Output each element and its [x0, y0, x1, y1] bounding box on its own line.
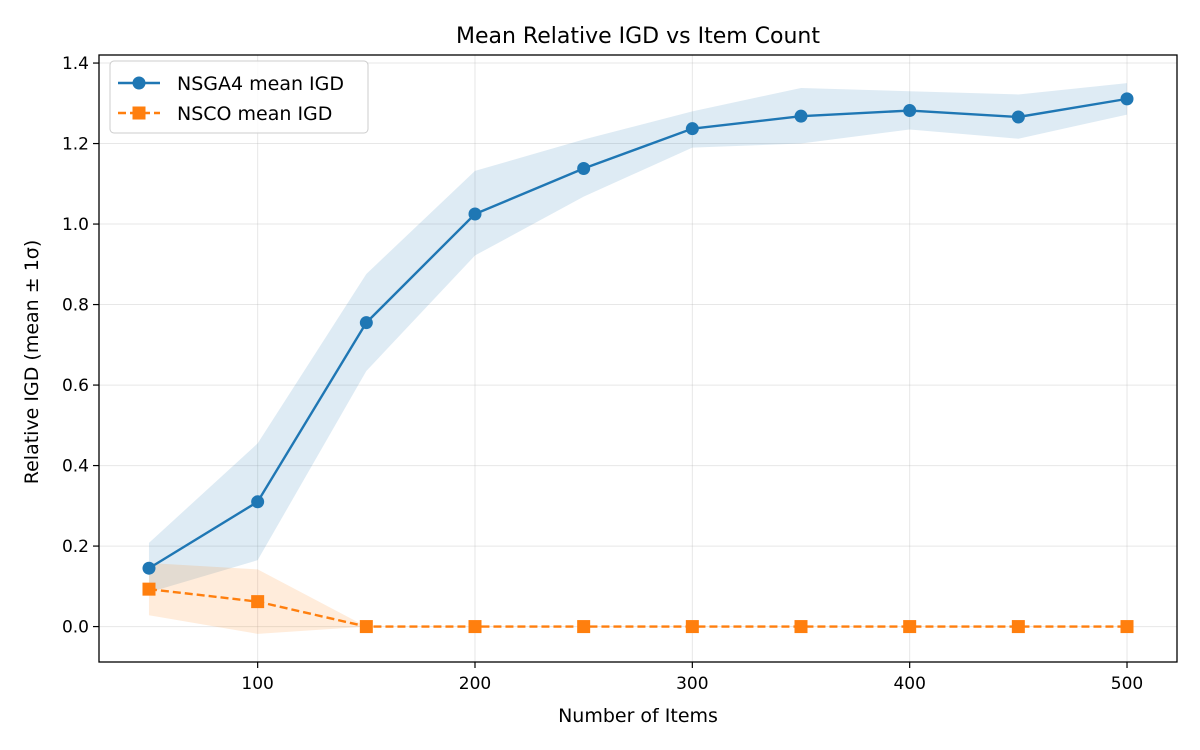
- legend-label-2: NSCO mean IGD: [177, 103, 332, 125]
- line-series-2: [148, 587, 1128, 628]
- x-tick-label: 400: [893, 674, 925, 694]
- point-series-1: [1011, 110, 1025, 124]
- point-series-1: [142, 561, 156, 575]
- y-tick-label: 0.2: [62, 537, 89, 557]
- y-axis-label: Relative IGD (mean ± 1σ): [21, 240, 43, 485]
- point-series-2: [685, 620, 699, 634]
- point-series-1: [468, 207, 482, 221]
- line-series-1: [148, 97, 1128, 570]
- point-series-1: [251, 495, 265, 509]
- point-series-1: [359, 316, 373, 330]
- y-tick-label: 1.2: [62, 135, 89, 155]
- x-axis-label: Number of Items: [558, 705, 718, 727]
- y-tick-label: 1.4: [62, 54, 89, 74]
- legend-marker-2: [132, 106, 146, 120]
- legend-marker-1: [132, 76, 146, 90]
- series-lines: [142, 92, 1134, 634]
- y-tick-label: 0.0: [62, 618, 89, 638]
- uncertainty-bands: [148, 83, 1128, 634]
- point-series-2: [1011, 620, 1025, 634]
- x-tick-label: 200: [459, 674, 491, 694]
- y-tick-label: 0.8: [62, 296, 89, 316]
- y-tick-label: 1.0: [62, 215, 89, 235]
- y-tick-label: 0.4: [62, 457, 89, 477]
- x-tick-label: 100: [241, 674, 273, 694]
- point-series-2: [468, 620, 482, 634]
- point-series-1: [685, 122, 699, 136]
- legend: NSGA4 mean IGD NSCO mean IGD: [109, 60, 369, 134]
- point-series-1: [1120, 92, 1134, 106]
- plot-frame: [98, 54, 1178, 663]
- band-series-1: [148, 83, 1128, 593]
- y-tick-label: 0.6: [62, 376, 89, 396]
- axis-ticks: 100 200 300 400 500 0.0 0.2 0.4 0.6 0.8 1.0 1.2 1.4: [62, 54, 1143, 694]
- point-series-2: [903, 620, 917, 634]
- point-series-2: [142, 582, 156, 596]
- point-series-2: [251, 595, 265, 609]
- legend-box: [109, 60, 369, 134]
- point-series-1: [903, 104, 917, 118]
- point-series-2: [359, 620, 373, 634]
- x-tick-label: 500: [1111, 674, 1143, 694]
- point-series-1: [794, 109, 808, 123]
- point-series-2: [1120, 620, 1134, 634]
- x-tick-label: 300: [676, 674, 708, 694]
- point-series-2: [577, 620, 591, 634]
- band-series-2: [148, 562, 1128, 634]
- point-series-1: [577, 162, 591, 176]
- legend-label-1: NSGA4 mean IGD: [177, 73, 344, 95]
- point-series-2: [794, 620, 808, 634]
- chart-title: Mean Relative IGD vs Item Count: [456, 24, 820, 49]
